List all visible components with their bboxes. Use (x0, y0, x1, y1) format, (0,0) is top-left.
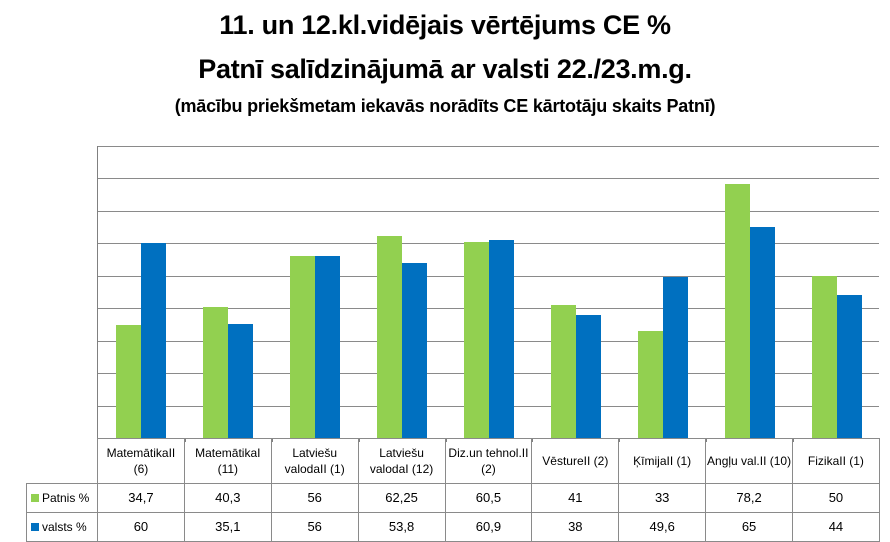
category-label: Diz.un tehnol.II (2) (444, 438, 533, 484)
data-cell: 60,9 (444, 512, 533, 542)
bar-patnis (637, 330, 663, 438)
data-cell: 49,6 (618, 512, 707, 542)
category-label: VēstureII (2) (531, 438, 620, 484)
data-cell: 62,25 (357, 483, 446, 513)
data-cell: 56 (270, 512, 359, 542)
category-header-row: MatemātikaII (6) MatemātikaI (11) Latviešu… (26, 438, 880, 484)
data-cell: 78,2 (705, 483, 793, 513)
category-label: ĶīmijaII (1) (618, 438, 707, 484)
data-cell: 44 (792, 512, 880, 542)
legend-patnis: Patnis % (26, 483, 98, 513)
legend-label-patnis: Patnis % (42, 491, 90, 505)
bar-valsts (575, 314, 601, 438)
data-cell: 40,3 (183, 483, 272, 513)
data-table: MatemātikaII (6) MatemātikaI (11) Latviešu… (26, 438, 880, 542)
bar-patnis (290, 256, 316, 438)
chart-title-line-2: Patnī salīdzinājumā ar valsti 22./23.m.g… (198, 54, 692, 84)
bar-valsts (836, 295, 862, 438)
bar-valsts (402, 263, 428, 438)
gridline (98, 210, 879, 212)
bar-valsts (749, 227, 775, 438)
data-cell: 60 (97, 512, 185, 542)
legend-swatch-green-icon (31, 493, 39, 502)
category-label: Latviešu valodaII (1) (270, 438, 359, 484)
bar-patnis (811, 275, 837, 438)
data-cell: 38 (531, 512, 620, 542)
data-cell: 60,5 (444, 483, 533, 513)
gridline (98, 178, 879, 180)
legend-valsts: valsts % (26, 512, 98, 542)
data-cell: 56 (270, 483, 359, 513)
data-cell: 65 (705, 512, 793, 542)
bar-valsts (662, 277, 688, 438)
data-cell: 34,7 (97, 483, 185, 513)
data-cell: 33 (618, 483, 707, 513)
bar-patnis (203, 307, 229, 438)
bar-patnis (724, 184, 750, 438)
category-label: MatemātikaI (11) (183, 438, 272, 484)
bar-valsts (141, 243, 167, 438)
data-cell: 41 (531, 483, 620, 513)
category-label: Angļu val.II (10) (705, 438, 793, 484)
legend-label-valsts: valsts % (42, 520, 87, 534)
bar-valsts (489, 240, 514, 438)
category-label: MatemātikaII (6) (97, 438, 185, 484)
bar-patnis (464, 241, 489, 438)
series-row-valsts: valsts % 60 35,1 56 53,8 60,9 38 49,6 65 44 (26, 512, 880, 542)
data-cell: 50 (792, 483, 880, 513)
bar-patnis (116, 325, 142, 438)
data-cell: 35,1 (183, 512, 272, 542)
bar-valsts (228, 324, 254, 438)
legend-swatch-blue-icon (31, 522, 39, 531)
chart-subtitle: (mācību priekšmetam iekavās norādīts CE … (174, 96, 716, 116)
category-label: Latviešu valodaI (12) (357, 438, 446, 484)
series-row-patnis: Patnis % 34,7 40,3 56 62,25 60,5 41 33 78,2 50 (26, 483, 880, 513)
bar-valsts (315, 256, 341, 438)
table-corner (26, 438, 98, 484)
category-label: FizikaII (1) (792, 438, 880, 484)
bar-patnis (377, 236, 403, 438)
plot-area (97, 146, 879, 442)
data-cell: 53,8 (357, 512, 446, 542)
chart-title-line-1: 11. un 12.kl.vidējais vērtējums CE % (219, 10, 671, 40)
bar-patnis (550, 304, 576, 438)
gridline (98, 146, 879, 147)
